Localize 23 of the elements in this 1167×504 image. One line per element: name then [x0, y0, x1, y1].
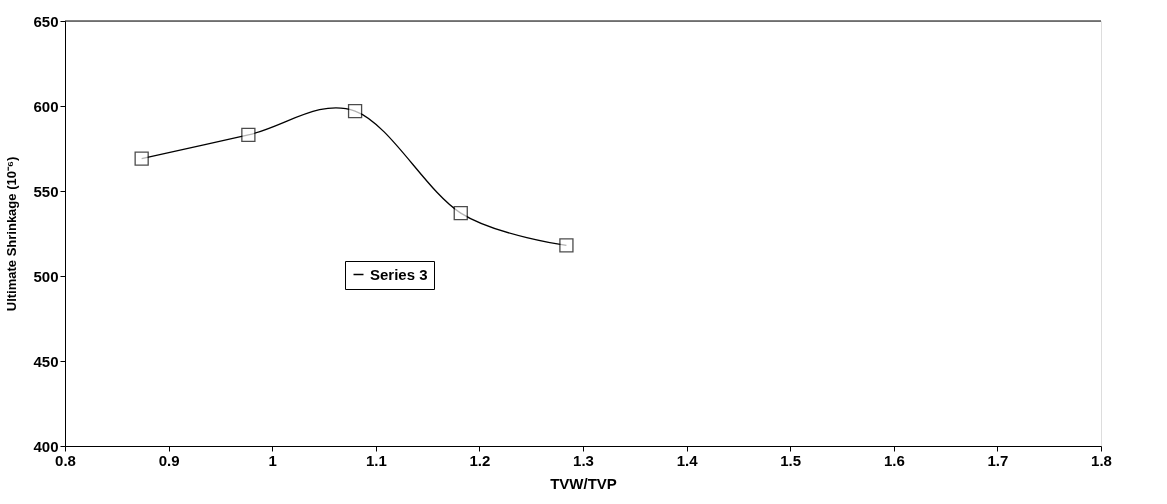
x-tick-label: 1.1: [365, 451, 387, 469]
point: [453, 205, 468, 221]
y-tick-label: 650: [33, 12, 59, 30]
y-axis-title: Ultimate Shrinkage (10⁻⁶): [4, 156, 20, 312]
x-tick-label: 0.9: [158, 451, 180, 469]
point: [134, 151, 149, 166]
y-tick-label: 450: [33, 352, 59, 370]
y-tick-label: 500: [33, 267, 59, 285]
legend-label: Series 3: [370, 265, 428, 283]
x-tick-label: 1.5: [780, 451, 802, 469]
x-tick-label: 1: [268, 451, 277, 469]
y-tick-label: 600: [33, 97, 59, 115]
point: [347, 103, 363, 119]
x-axis-title: TVW/TVP: [550, 474, 617, 492]
point: [559, 238, 574, 253]
y-tick-label: 550: [33, 182, 59, 200]
x-tick-label: 1.6: [883, 451, 905, 469]
x-tick-label: 1.2: [469, 451, 491, 469]
x-tick-label: 1.3: [573, 451, 594, 469]
x-tick-label: 1.4: [676, 451, 699, 469]
x-tick-label: 1.7: [987, 451, 1009, 469]
point: [241, 127, 256, 143]
x-tick-label: 1.8: [1091, 451, 1112, 469]
